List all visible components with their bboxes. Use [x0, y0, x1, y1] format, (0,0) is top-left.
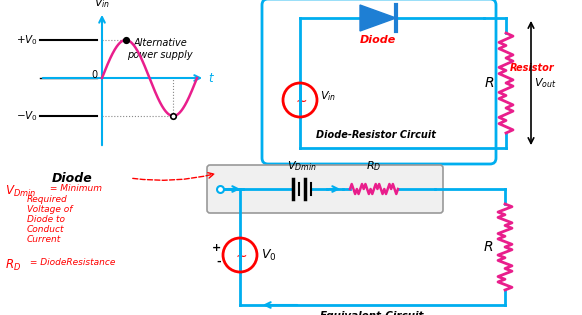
- Text: = Minimum: = Minimum: [47, 184, 102, 193]
- Text: $+V_0$: $+V_0$: [16, 33, 38, 47]
- Text: $V_{Dmin}$: $V_{Dmin}$: [287, 159, 317, 173]
- Text: Diode to: Diode to: [27, 215, 65, 224]
- Text: Diode-Resistor Circuit: Diode-Resistor Circuit: [316, 130, 436, 140]
- Text: $\sim$: $\sim$: [233, 248, 247, 262]
- Text: $-V_0$: $-V_0$: [16, 109, 38, 123]
- Text: $D$: $D$: [372, 0, 384, 2]
- Text: -: -: [217, 257, 221, 267]
- Text: $R_D$: $R_D$: [366, 159, 382, 173]
- Text: Diode: Diode: [360, 35, 396, 45]
- Text: $V_0$: $V_0$: [261, 248, 276, 262]
- FancyBboxPatch shape: [207, 165, 443, 213]
- Text: +: +: [212, 243, 221, 253]
- Text: Current: Current: [27, 235, 61, 244]
- Text: $V_{out}$: $V_{out}$: [534, 76, 556, 90]
- Text: = DiodeResistance: = DiodeResistance: [27, 258, 115, 267]
- Text: Required: Required: [27, 195, 68, 204]
- Text: Resistor: Resistor: [510, 63, 555, 73]
- Text: $R$: $R$: [482, 240, 493, 254]
- Text: $V_{in}$: $V_{in}$: [94, 0, 110, 10]
- Text: Voltage of: Voltage of: [27, 205, 72, 214]
- Text: $V_{Dmin}$: $V_{Dmin}$: [5, 184, 36, 199]
- Polygon shape: [360, 5, 396, 31]
- FancyBboxPatch shape: [262, 0, 496, 164]
- Text: $R$: $R$: [484, 76, 494, 90]
- Text: $\sim$: $\sim$: [293, 93, 307, 107]
- Text: Alternative
power supply: Alternative power supply: [127, 38, 193, 60]
- Text: $t$: $t$: [208, 72, 215, 84]
- Text: $R_D$: $R_D$: [5, 258, 21, 273]
- Text: Equivalent-Circuit: Equivalent-Circuit: [320, 311, 425, 315]
- Text: Conduct: Conduct: [27, 225, 65, 234]
- Text: $V_{in}$: $V_{in}$: [320, 89, 336, 103]
- Text: Diode: Diode: [52, 172, 93, 185]
- Text: 0: 0: [91, 70, 97, 80]
